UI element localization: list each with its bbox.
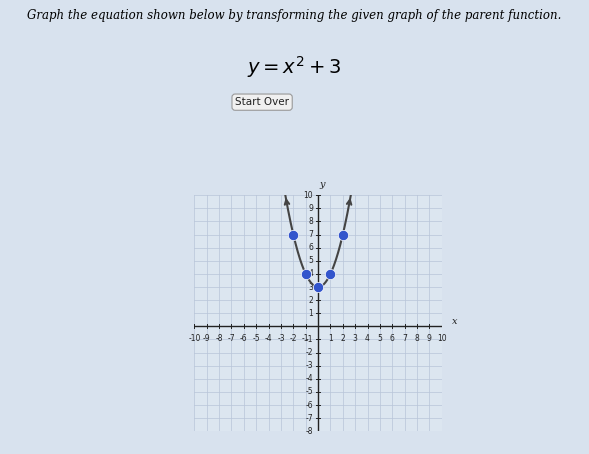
Text: -8: -8: [216, 334, 223, 343]
Text: 10: 10: [303, 191, 313, 200]
Point: [338, 231, 348, 238]
Text: 8: 8: [415, 334, 419, 343]
Text: 6: 6: [390, 334, 395, 343]
Text: -2: -2: [290, 334, 297, 343]
Text: 7: 7: [308, 230, 313, 239]
Text: 2: 2: [309, 296, 313, 305]
Text: 1: 1: [309, 309, 313, 318]
Text: Start Over: Start Over: [235, 97, 289, 107]
Text: Graph the equation shown below by transforming the given graph of the parent fun: Graph the equation shown below by transf…: [27, 9, 562, 22]
Text: -1: -1: [306, 335, 313, 344]
Text: 5: 5: [308, 257, 313, 265]
Text: -7: -7: [228, 334, 235, 343]
Text: -5: -5: [253, 334, 260, 343]
Text: 9: 9: [308, 204, 313, 213]
Text: 6: 6: [308, 243, 313, 252]
Text: -3: -3: [277, 334, 284, 343]
Text: -7: -7: [306, 414, 313, 423]
Text: 4: 4: [308, 269, 313, 278]
Text: -1: -1: [302, 334, 309, 343]
Text: -4: -4: [265, 334, 272, 343]
Text: -6: -6: [240, 334, 247, 343]
Text: 8: 8: [309, 217, 313, 226]
Text: 1: 1: [328, 334, 333, 343]
Text: y: y: [320, 180, 325, 189]
Text: -2: -2: [306, 348, 313, 357]
Text: 3: 3: [353, 334, 358, 343]
Text: x: x: [452, 316, 457, 326]
Text: -3: -3: [306, 361, 313, 370]
Text: 5: 5: [378, 334, 382, 343]
Text: 7: 7: [402, 334, 407, 343]
Text: 3: 3: [308, 282, 313, 291]
Point: [301, 270, 310, 277]
Text: 2: 2: [340, 334, 345, 343]
Point: [289, 231, 298, 238]
Text: -5: -5: [306, 387, 313, 396]
Text: -4: -4: [306, 375, 313, 383]
Text: 10: 10: [437, 334, 446, 343]
Text: 9: 9: [427, 334, 432, 343]
Text: -9: -9: [203, 334, 210, 343]
Text: -10: -10: [188, 334, 201, 343]
Text: 4: 4: [365, 334, 370, 343]
Text: $y = x^2 + 3$: $y = x^2 + 3$: [247, 54, 342, 80]
Text: -6: -6: [306, 400, 313, 410]
Point: [326, 270, 335, 277]
Text: -8: -8: [306, 427, 313, 436]
Point: [313, 283, 323, 291]
